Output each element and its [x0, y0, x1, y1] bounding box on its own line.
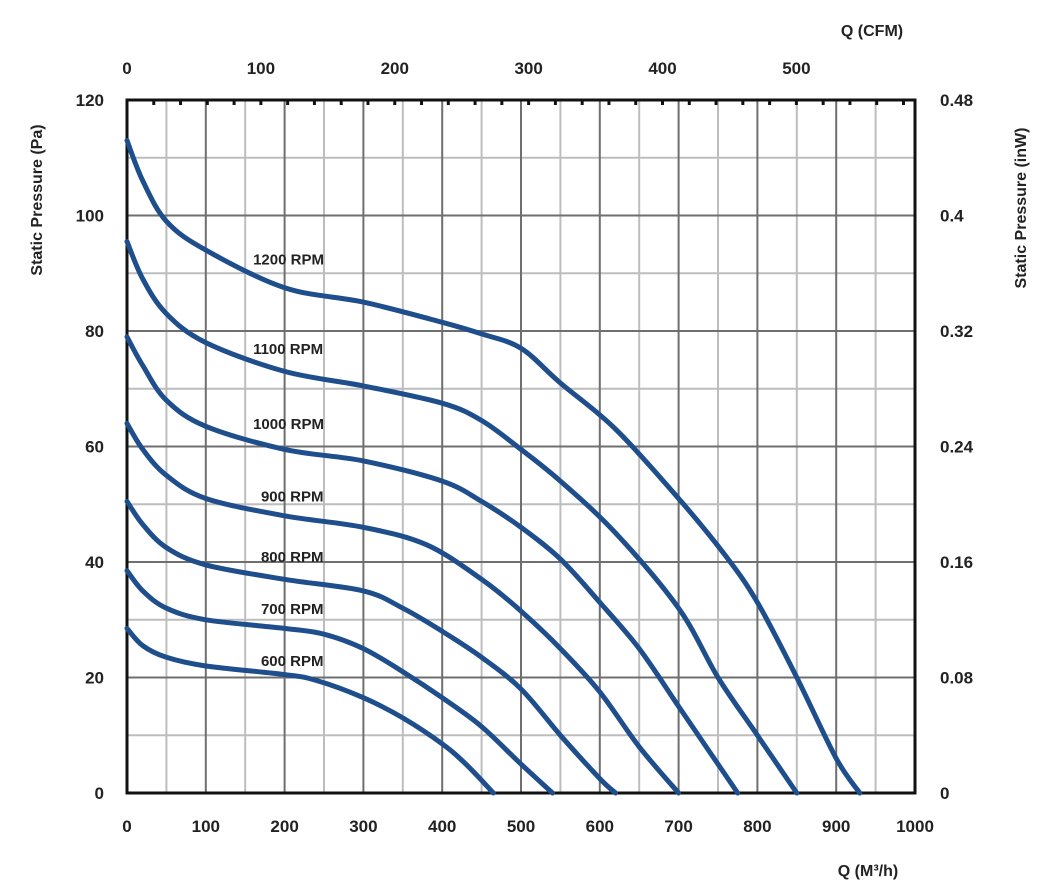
y2-tick-label: 0.16 [940, 553, 973, 572]
x-tick-label: 600 [586, 817, 614, 836]
y-tick-label: 0 [95, 784, 104, 803]
y2-tick-label: 0.24 [940, 438, 974, 457]
curves [124, 137, 863, 796]
rpm-labels: 1200 RPM 1100 RPM 1000 RPM 900 RPM 800 RPM 70… [253, 252, 324, 670]
x-tick-label: 0 [122, 817, 131, 836]
curve-1100-rpm [124, 239, 800, 796]
x2-axis-title: Q (CFM) [841, 23, 903, 40]
x2-tick-label: 0 [122, 59, 131, 78]
curve-1200-rpm [124, 137, 863, 796]
y-tick-label: 80 [85, 322, 104, 341]
x-tick-label: 700 [664, 817, 692, 836]
curve-700-rpm [124, 568, 555, 796]
x-tick-label: 1000 [896, 817, 934, 836]
y-tick-label: 120 [76, 91, 104, 110]
y2-tick-label: 0.08 [940, 669, 973, 688]
label-1200-rpm: 1200 RPM [253, 252, 324, 269]
curve-600-rpm [124, 625, 496, 796]
y-tick-label: 40 [85, 553, 104, 572]
plot-frame [125, 98, 917, 795]
curve-900-rpm [124, 420, 682, 796]
x-tick-label: 100 [192, 817, 220, 836]
curve-800-rpm [124, 498, 619, 796]
x-tick-label: 500 [507, 817, 535, 836]
y-axis-title: Static Pressure (Pa) [29, 124, 46, 275]
x2-tick-label: 200 [381, 59, 409, 78]
curve-1000-rpm [124, 334, 741, 796]
y2-tick-label: 0.48 [940, 91, 973, 110]
grid [127, 100, 915, 793]
x-tick-label: 300 [349, 817, 377, 836]
x-tick-label: 400 [428, 817, 456, 836]
y2-tick-label: 0.4 [940, 207, 964, 226]
label-1100-rpm: 1100 RPM [253, 341, 323, 358]
x-tick-label: 200 [270, 817, 298, 836]
x2-tick-label: 400 [648, 59, 676, 78]
y-tick-label: 100 [76, 207, 104, 226]
label-1000-rpm: 1000 RPM [253, 416, 324, 433]
label-700-rpm: 700 RPM [261, 601, 324, 618]
y2-axis-title: Static Pressure (inW) [1013, 128, 1030, 289]
label-900-rpm: 900 RPM [261, 488, 324, 505]
y2-tick-label: 0.32 [940, 322, 973, 341]
x-axis-title: Q (M³/h) [838, 863, 898, 880]
y2-tick-label: 0 [940, 784, 949, 803]
x2-tick-label: 100 [247, 59, 275, 78]
x-tick-label: 800 [743, 817, 771, 836]
y-tick-label: 60 [85, 438, 104, 457]
label-600-rpm: 600 RPM [261, 653, 324, 670]
x2-tick-label: 300 [514, 59, 542, 78]
label-800-rpm: 800 RPM [261, 549, 324, 566]
x2-tick-label: 500 [782, 59, 810, 78]
x-tick-label: 900 [822, 817, 850, 836]
y-tick-label: 20 [85, 669, 104, 688]
